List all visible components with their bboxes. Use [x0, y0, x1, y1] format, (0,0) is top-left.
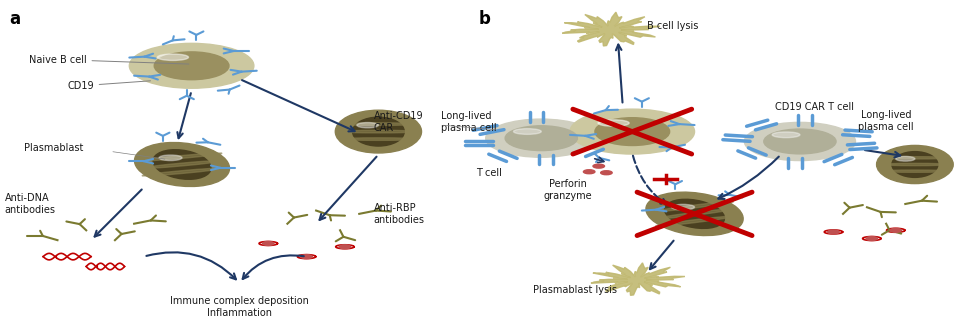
Text: Long-lived
plasma cell: Long-lived plasma cell: [441, 111, 496, 133]
Ellipse shape: [340, 123, 417, 125]
Circle shape: [583, 170, 595, 174]
Ellipse shape: [505, 126, 578, 151]
Ellipse shape: [880, 157, 949, 159]
Circle shape: [262, 241, 274, 245]
Ellipse shape: [655, 209, 734, 219]
Ellipse shape: [744, 122, 855, 161]
Ellipse shape: [646, 192, 743, 236]
Text: a: a: [10, 10, 21, 28]
Circle shape: [301, 255, 312, 259]
Text: Immune complex deposition
Inflammation: Immune complex deposition Inflammation: [171, 296, 308, 318]
Ellipse shape: [357, 122, 378, 128]
Ellipse shape: [134, 142, 230, 187]
Polygon shape: [591, 263, 685, 295]
Text: CD19: CD19: [67, 81, 150, 91]
Ellipse shape: [340, 130, 417, 133]
Ellipse shape: [157, 54, 189, 61]
Circle shape: [593, 164, 604, 168]
Ellipse shape: [340, 138, 417, 140]
Ellipse shape: [672, 204, 695, 210]
Text: B cell lysis: B cell lysis: [647, 21, 698, 31]
Text: CD19 CAR T cell: CD19 CAR T cell: [775, 102, 854, 112]
Ellipse shape: [595, 118, 670, 145]
Ellipse shape: [880, 164, 949, 165]
Text: Naive B cell: Naive B cell: [29, 55, 189, 64]
Ellipse shape: [570, 109, 695, 154]
Text: b: b: [479, 10, 490, 28]
Ellipse shape: [513, 129, 541, 134]
Circle shape: [828, 230, 839, 234]
Ellipse shape: [129, 43, 254, 88]
Circle shape: [339, 245, 351, 249]
Ellipse shape: [655, 216, 734, 226]
Circle shape: [601, 171, 612, 175]
Ellipse shape: [335, 110, 422, 153]
Ellipse shape: [353, 117, 404, 146]
Ellipse shape: [764, 129, 836, 154]
Circle shape: [890, 228, 901, 232]
Ellipse shape: [892, 152, 938, 177]
Ellipse shape: [655, 201, 734, 212]
Text: Anti-RBP
antibodies: Anti-RBP antibodies: [374, 203, 424, 225]
Text: T cell: T cell: [475, 168, 502, 178]
Text: Long-lived
plasma cell: Long-lived plasma cell: [858, 110, 914, 132]
Ellipse shape: [142, 168, 222, 176]
Ellipse shape: [772, 132, 800, 138]
Text: Anti-CD19
CAR: Anti-CD19 CAR: [374, 111, 423, 133]
Ellipse shape: [880, 170, 949, 172]
Text: Plasmablast: Plasmablast: [24, 143, 83, 153]
Text: Plasmablast lysis: Plasmablast lysis: [533, 285, 617, 294]
Ellipse shape: [153, 150, 211, 179]
Ellipse shape: [896, 156, 915, 161]
Ellipse shape: [665, 199, 724, 228]
Polygon shape: [562, 12, 660, 46]
Ellipse shape: [142, 161, 222, 168]
Ellipse shape: [486, 119, 597, 157]
Circle shape: [866, 237, 878, 240]
Ellipse shape: [159, 155, 182, 161]
Ellipse shape: [154, 52, 229, 80]
Text: Anti-DNA
antibodies: Anti-DNA antibodies: [5, 193, 56, 215]
Ellipse shape: [598, 120, 629, 126]
Text: Perforin
granzyme: Perforin granzyme: [544, 179, 592, 201]
Ellipse shape: [877, 145, 953, 184]
Ellipse shape: [142, 153, 222, 161]
